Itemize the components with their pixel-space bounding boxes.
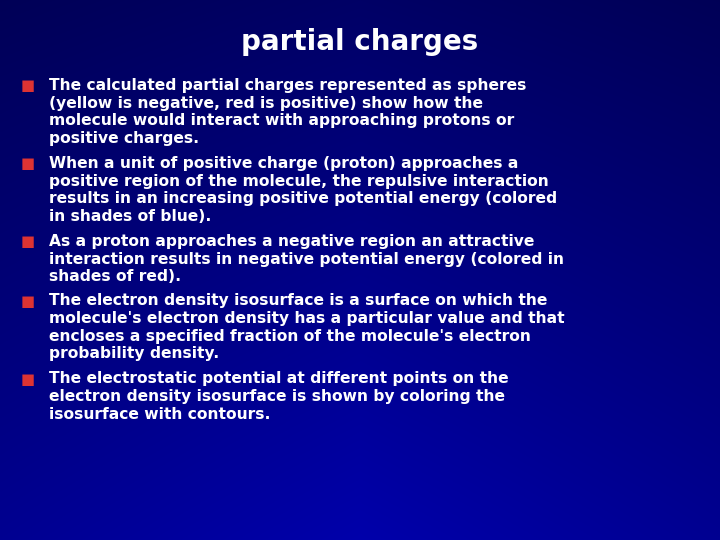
Text: When a unit of positive charge (proton) approaches a
positive region of the mole: When a unit of positive charge (proton) …	[49, 156, 557, 224]
Text: ■: ■	[20, 78, 35, 93]
Text: ■: ■	[20, 294, 35, 308]
Text: ■: ■	[20, 372, 35, 387]
Text: partial charges: partial charges	[241, 28, 479, 56]
Text: The electrostatic potential at different points on the
electron density isosurfa: The electrostatic potential at different…	[49, 372, 508, 422]
Text: As a proton approaches a negative region an attractive
interaction results in ne: As a proton approaches a negative region…	[49, 234, 564, 284]
Text: The calculated partial charges represented as spheres
(yellow is negative, red i: The calculated partial charges represent…	[49, 78, 526, 146]
Text: ■: ■	[20, 156, 35, 171]
Text: The electron density isosurface is a surface on which the
molecule's electron de: The electron density isosurface is a sur…	[49, 294, 564, 361]
Text: ■: ■	[20, 234, 35, 249]
